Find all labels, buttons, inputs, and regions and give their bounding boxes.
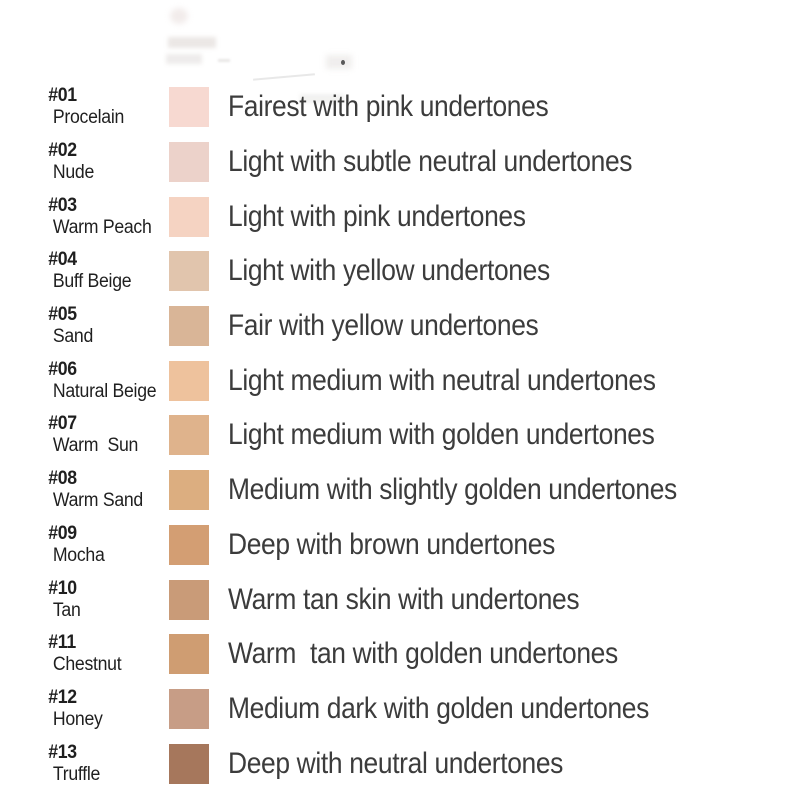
shade-number: #05 bbox=[48, 304, 77, 326]
shade-row: #12 Honey Medium dark with golden undert… bbox=[0, 682, 800, 737]
shade-row: #05 Sand Fair with yellow undertones bbox=[0, 299, 800, 354]
shade-number: #13 bbox=[48, 741, 77, 763]
shade-swatch bbox=[169, 634, 209, 675]
shade-name: Truffle bbox=[52, 763, 101, 785]
shade-label: #13 Truffle bbox=[0, 720, 157, 800]
shade-description: Fair with yellow undertones bbox=[228, 309, 539, 343]
shade-number: #04 bbox=[48, 249, 77, 271]
shade-description: Light medium with golden undertones bbox=[228, 418, 655, 452]
shade-name: Buff Beige bbox=[52, 271, 132, 293]
shade-description: Medium dark with golden undertones bbox=[228, 691, 649, 725]
shade-description: Warm tan skin with undertones bbox=[228, 582, 580, 616]
shade-description: Light medium with neutral undertones bbox=[228, 363, 656, 397]
shade-label: #06 Natural Beige bbox=[0, 337, 157, 425]
shade-swatch bbox=[169, 688, 209, 729]
shade-number: #12 bbox=[48, 686, 77, 708]
shade-label: #07 Warm Sun bbox=[0, 391, 157, 479]
shade-row: #11 Chestnut Warm tan with golden undert… bbox=[0, 627, 800, 682]
shade-swatch bbox=[169, 360, 209, 401]
shade-name: Honey bbox=[52, 708, 103, 730]
shade-swatch bbox=[169, 470, 209, 511]
watermark-remnant bbox=[170, 8, 188, 24]
shade-label: #05 Sand bbox=[0, 282, 157, 370]
shade-number: #03 bbox=[48, 194, 77, 216]
shade-row: #09 Mocha Deep with brown undertones bbox=[0, 518, 800, 573]
watermark-remnant bbox=[166, 54, 202, 64]
watermark-remnant bbox=[218, 59, 230, 62]
shade-label: #01 Procelain bbox=[0, 63, 157, 151]
shade-label: #08 Warm Sand bbox=[0, 446, 157, 534]
shade-description: Warm tan with golden undertones bbox=[228, 637, 618, 671]
shade-row: #06 Natural Beige Light medium with neut… bbox=[0, 353, 800, 408]
shade-swatch bbox=[169, 415, 209, 456]
shade-row: #07 Warm Sun Light medium with golden un… bbox=[0, 408, 800, 463]
shade-swatch bbox=[169, 142, 209, 183]
shade-label: #11 Chestnut bbox=[0, 610, 157, 698]
shade-label: #03 Warm Peach bbox=[0, 173, 157, 261]
shade-number: #08 bbox=[48, 468, 77, 490]
shade-row: #13 Truffle Deep with neutral undertones bbox=[0, 736, 800, 791]
shade-list: #01 Procelain Fairest with pink underton… bbox=[0, 80, 800, 791]
shade-swatch bbox=[169, 306, 209, 347]
shade-label: #12 Honey bbox=[0, 665, 157, 753]
shade-name: Warm Peach bbox=[52, 216, 152, 238]
shade-name: Mocha bbox=[52, 544, 105, 566]
shade-description: Light with yellow undertones bbox=[228, 254, 550, 288]
shade-name: Nude bbox=[52, 162, 95, 184]
shade-number: #11 bbox=[48, 632, 76, 654]
shade-row: #10 Tan Warm tan skin with undertones bbox=[0, 572, 800, 627]
shade-description: Deep with brown undertones bbox=[228, 527, 555, 561]
shade-swatch bbox=[169, 87, 209, 128]
shade-row: #01 Procelain Fairest with pink underton… bbox=[0, 80, 800, 135]
shade-swatch bbox=[169, 579, 209, 620]
shade-name: Warm Sun bbox=[52, 435, 139, 457]
watermark-dot bbox=[341, 60, 345, 65]
shade-row: #08 Warm Sand Medium with slightly golde… bbox=[0, 463, 800, 518]
shade-label: #02 Nude bbox=[0, 118, 157, 206]
shade-description: Fairest with pink undertones bbox=[228, 90, 549, 124]
shade-label: #09 Mocha bbox=[0, 501, 157, 589]
shade-row: #04 Buff Beige Light with yellow underto… bbox=[0, 244, 800, 299]
shade-name: Chestnut bbox=[52, 654, 122, 676]
shade-swatch bbox=[169, 524, 209, 565]
shade-label: #04 Buff Beige bbox=[0, 227, 157, 315]
shade-label: #10 Tan bbox=[0, 556, 157, 644]
shade-description: Light with subtle neutral undertones bbox=[228, 145, 633, 179]
shade-name: Procelain bbox=[52, 107, 125, 129]
shade-swatch bbox=[169, 743, 209, 784]
shade-description: Deep with neutral undertones bbox=[228, 746, 564, 780]
shade-name: Sand bbox=[52, 326, 94, 348]
shade-number: #02 bbox=[48, 140, 77, 162]
shade-number: #06 bbox=[48, 358, 77, 380]
watermark-remnant bbox=[326, 55, 352, 69]
watermark-remnant bbox=[168, 37, 216, 48]
shade-description: Light with pink undertones bbox=[228, 199, 526, 233]
shade-name: Tan bbox=[52, 599, 81, 621]
shade-number: #01 bbox=[48, 85, 77, 107]
shade-number: #10 bbox=[48, 577, 77, 599]
shade-swatch bbox=[169, 196, 209, 237]
shade-row: #02 Nude Light with subtle neutral under… bbox=[0, 135, 800, 190]
shade-description: Medium with slightly golden undertones bbox=[228, 473, 677, 507]
shade-name: Warm Sand bbox=[52, 490, 143, 512]
shade-swatch bbox=[169, 251, 209, 292]
shade-number: #07 bbox=[48, 413, 77, 435]
shade-name: Natural Beige bbox=[52, 380, 157, 402]
shade-row: #03 Warm Peach Light with pink undertone… bbox=[0, 189, 800, 244]
shade-number: #09 bbox=[48, 522, 77, 544]
